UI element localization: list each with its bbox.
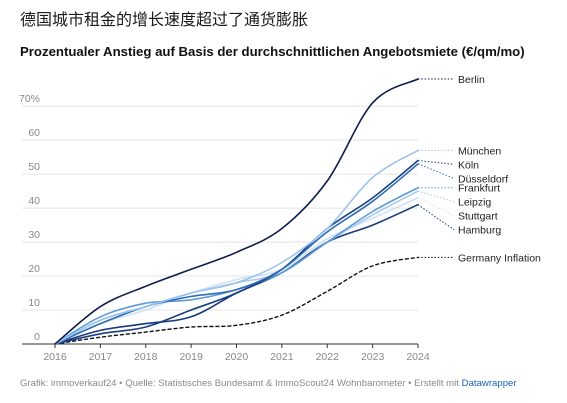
- x-tick-label: 2021: [270, 351, 294, 363]
- chart-headline: 德国城市租金的增长速度超过了通货膨胀: [20, 10, 309, 29]
- x-tick-label: 2018: [134, 351, 158, 363]
- datawrapper-link[interactable]: Datawrapper: [461, 378, 517, 389]
- leader-line: [417, 163, 455, 179]
- series-line-germany-inflation: [54, 256, 419, 345]
- series-label: Germany Inflation: [458, 252, 541, 264]
- series-label: München: [458, 145, 501, 157]
- series-line-d-sseldorf: [54, 163, 419, 345]
- series-label: Düsseldorf: [458, 173, 508, 185]
- series-label: Leipzig: [458, 197, 491, 209]
- series-line-m-nchen: [54, 149, 419, 345]
- chart-title: Prozentualer Anstieg auf Basis der durch…: [20, 44, 525, 59]
- x-tick-label: 2019: [179, 351, 203, 363]
- source-footer: Grafik: immoverkauf24 • Quelle: Statisti…: [20, 378, 517, 389]
- x-tick-label: 2020: [225, 351, 249, 363]
- series-label: Berlin: [458, 74, 485, 86]
- series-line-k-ln: [54, 159, 419, 345]
- leader-line: [417, 190, 455, 203]
- x-tick-label: 2017: [89, 351, 113, 363]
- grid-lines: [22, 105, 418, 345]
- series-lines: [54, 78, 419, 345]
- series-line-berlin: [54, 78, 419, 345]
- series-line-stuttgart: [54, 197, 419, 345]
- y-tick-label: 70%: [19, 93, 40, 105]
- source-text: Grafik: immoverkauf24 • Quelle: Statisti…: [20, 378, 462, 389]
- leader-line: [417, 204, 455, 231]
- y-tick-label: 20: [28, 263, 40, 275]
- leader-line: [417, 160, 455, 165]
- y-tick-label: 40: [28, 195, 40, 207]
- x-tick-label: 2023: [361, 351, 385, 363]
- x-tick-label: 2024: [406, 351, 430, 363]
- y-tick-label: 0: [34, 331, 40, 343]
- series-line-hamburg: [54, 203, 419, 345]
- x-tick-label: 2016: [43, 351, 67, 363]
- y-tick-label: 60: [28, 127, 40, 139]
- x-axis-ticks: 2016 2017 2018 2019 2020 2021 2022 2023 2024: [43, 344, 430, 363]
- series-label: Hamburg: [458, 225, 501, 237]
- y-tick-label: 30: [28, 229, 40, 241]
- y-tick-label: 10: [28, 297, 40, 309]
- series-label: Frankfurt: [458, 183, 500, 195]
- series-label: Stuttgart: [458, 211, 498, 223]
- series-label: Köln: [458, 159, 479, 171]
- x-tick-label: 2022: [316, 351, 340, 363]
- leader-line: [417, 197, 455, 217]
- y-axis-ticks: 0 10 20 30 40 50 60 70%: [19, 93, 40, 343]
- y-tick-label: 50: [28, 161, 40, 173]
